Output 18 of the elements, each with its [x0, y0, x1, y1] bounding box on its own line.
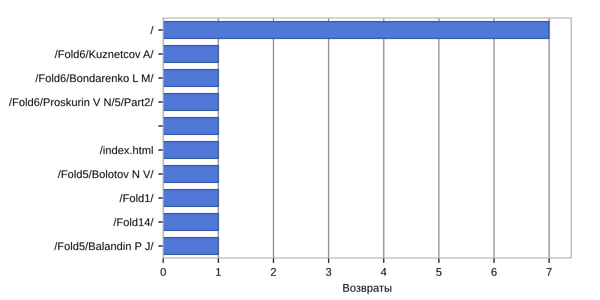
y-tick-label: /Fold14/ — [113, 218, 154, 226]
x-axis-title: Возвраты — [343, 284, 392, 294]
x-tick-label: 0 — [160, 268, 166, 276]
y-tick-label: /Fold6/Proskurin V N/5/Part2/ — [8, 98, 154, 106]
y-tick-label: / — [150, 26, 154, 34]
x-tick-label: 6 — [491, 268, 497, 276]
x-tick-label: 4 — [380, 268, 387, 276]
x-tick-label: 1 — [216, 268, 221, 276]
y-tick-label: /Fold5/Balandin P J/ — [54, 242, 154, 250]
x-tick-label: 7 — [546, 268, 552, 276]
y-tick-label: /Fold1/ — [120, 194, 154, 202]
y-tick-label: /Fold6/Bondarenko L M/ — [35, 74, 154, 82]
x-tick-label: 3 — [326, 268, 332, 276]
x-tick-label: 2 — [270, 268, 276, 276]
x-tick-label: 5 — [436, 268, 442, 276]
y-tick-label: /Fold6/Kuznetcov A/ — [54, 50, 154, 58]
y-tick-label: /index.html — [100, 146, 153, 154]
y-tick-label: /Fold5/Bolotov N V/ — [58, 170, 154, 178]
